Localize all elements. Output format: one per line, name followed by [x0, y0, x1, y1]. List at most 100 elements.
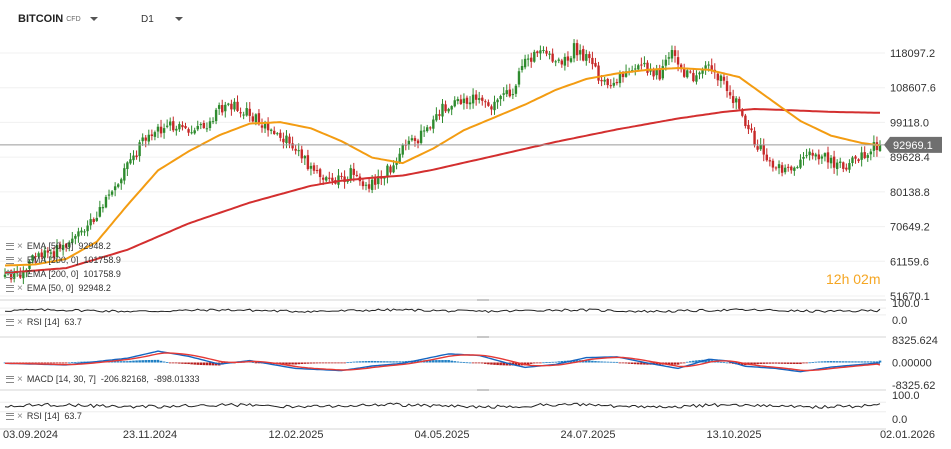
- timeframe-dropdown-chevron-icon[interactable]: [174, 17, 183, 21]
- macd-hist-bar: [380, 361, 383, 363]
- candle-body: [591, 57, 594, 65]
- macd-hist-bar: [630, 362, 634, 364]
- candle-body: [181, 125, 184, 128]
- macd-hist-bar: [285, 362, 288, 365]
- macd-hist-bar: [814, 361, 818, 363]
- indicator-menu-icon[interactable]: [6, 284, 14, 292]
- indicator-legend-ema50[interactable]: × EMA [50, 0] 92948.2: [6, 241, 111, 251]
- indicator-legend-ema50-2[interactable]: × EMA [50, 0] 92948.2: [6, 283, 111, 293]
- macd-hist-bar: [529, 362, 533, 364]
- candle-body: [107, 194, 111, 196]
- indicator-menu-icon[interactable]: [6, 375, 14, 383]
- candle-body: [796, 167, 799, 169]
- candle-body: [34, 256, 37, 258]
- symbol-selector[interactable]: BITCOIN CFD: [18, 10, 98, 28]
- panel-resize-handle: [477, 336, 489, 338]
- macd-hist-bar: [343, 362, 346, 364]
- remove-indicator-icon[interactable]: ×: [17, 240, 23, 252]
- candle-body: [799, 159, 802, 168]
- rsi-tick-label: 0.0: [892, 414, 907, 426]
- remove-indicator-icon[interactable]: ×: [17, 282, 23, 294]
- macd-hist-bar: [168, 362, 172, 364]
- candle-body: [842, 162, 845, 169]
- macd-hist-bar: [309, 362, 313, 364]
- remove-indicator-icon[interactable]: ×: [17, 410, 23, 422]
- rsi-legend-2[interactable]: × RSI [14] 63.7: [6, 411, 82, 421]
- macd-hist-bar: [863, 361, 867, 363]
- macd-hist-bar: [438, 360, 441, 363]
- candle-body: [526, 58, 530, 60]
- candle-body: [245, 108, 248, 116]
- timeframe-selector[interactable]: D1: [141, 10, 183, 28]
- macd-hist-bar: [328, 362, 331, 364]
- indicator-menu-icon[interactable]: [6, 256, 14, 264]
- indicator-legend-ema200-2[interactable]: × EMA [200, 0] 101758.9: [6, 269, 121, 279]
- macd-hist-bar: [190, 362, 193, 365]
- remove-indicator-icon[interactable]: ×: [17, 316, 23, 328]
- macd-hist-bar: [841, 361, 845, 363]
- macd-hist-bar: [159, 360, 163, 363]
- candle-body: [646, 62, 649, 73]
- candle-body: [205, 128, 209, 130]
- macd-hist-bar: [799, 362, 802, 365]
- rsi-line: [4, 402, 881, 409]
- remove-indicator-icon[interactable]: ×: [17, 254, 23, 266]
- candle-body: [835, 162, 839, 170]
- rsi-legend-1[interactable]: × RSI [14] 63.7: [6, 317, 82, 327]
- macd-hist-bar: [591, 360, 594, 363]
- candle-body: [496, 99, 499, 103]
- macd-hist-bar: [303, 362, 307, 364]
- macd-hist-bar: [854, 361, 857, 363]
- macd-hist-bar: [624, 362, 628, 364]
- candle-body: [560, 60, 564, 65]
- candle-body: [392, 165, 395, 173]
- candle-body: [517, 71, 521, 85]
- candle-body: [144, 137, 147, 141]
- indicator-menu-icon[interactable]: [6, 242, 14, 250]
- candle-body: [266, 122, 270, 131]
- symbol-name: BITCOIN: [18, 13, 64, 25]
- candle-body: [291, 143, 294, 149]
- candle-body: [621, 73, 625, 78]
- candle-body: [172, 121, 175, 131]
- macd-hist-bar: [539, 362, 542, 364]
- macd-hist-bar: [294, 362, 297, 365]
- indicator-menu-icon[interactable]: [6, 318, 14, 326]
- candle-body: [471, 94, 475, 104]
- price-panel[interactable]: 92969.1: [0, 39, 942, 285]
- candle-body: [46, 250, 50, 253]
- candle-body: [805, 155, 808, 157]
- candle-body: [814, 154, 817, 157]
- candle-body: [389, 166, 392, 173]
- candle-body: [582, 49, 585, 61]
- macd-hist-bar: [389, 361, 392, 363]
- candle-body: [312, 165, 316, 171]
- indicator-menu-icon[interactable]: [6, 270, 14, 278]
- macd-hist-bar: [750, 362, 753, 365]
- candle-body: [429, 127, 432, 129]
- candle-body: [725, 81, 729, 92]
- candle-body: [453, 100, 456, 107]
- macd-hist-bar: [685, 361, 689, 363]
- remove-indicator-icon[interactable]: ×: [17, 373, 23, 385]
- candle-body: [667, 57, 671, 59]
- macd-hist-bar: [777, 362, 781, 364]
- candle-body: [539, 50, 542, 54]
- candle-body: [695, 75, 698, 82]
- candle-body: [55, 245, 59, 258]
- candle-body: [701, 69, 704, 74]
- candle-body: [318, 169, 322, 178]
- indicator-legend-ema200[interactable]: × EMA [200, 0] 101758.9: [6, 255, 121, 265]
- symbol-dropdown-chevron-icon[interactable]: [89, 17, 98, 21]
- candle-body: [328, 177, 331, 179]
- indicator-menu-icon[interactable]: [6, 412, 14, 420]
- remove-indicator-icon[interactable]: ×: [17, 268, 23, 280]
- macd-hist-bar: [468, 362, 472, 364]
- macd-hist-bar: [707, 359, 710, 363]
- macd-hist-bar: [505, 362, 509, 366]
- candle-body: [459, 99, 463, 105]
- candle-body: [61, 244, 65, 250]
- macd-legend[interactable]: × MACD [14, 30, 7] -206.82168, -898.0133…: [6, 374, 199, 384]
- candle-body: [707, 64, 710, 66]
